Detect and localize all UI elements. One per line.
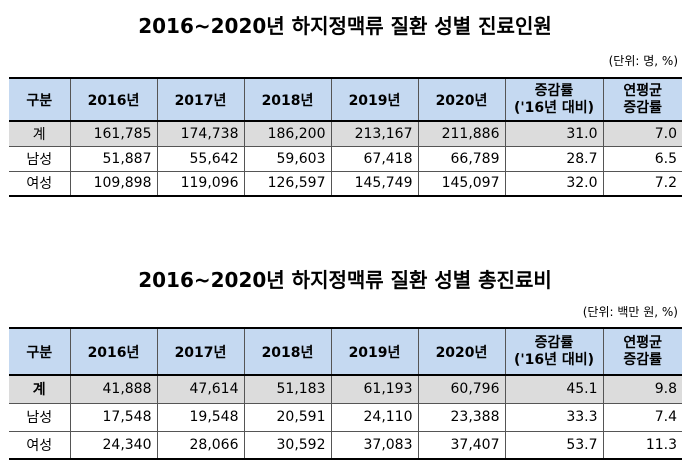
- table-row-female: 여성 109,898 119,096 126,597 145,749 145,0…: [9, 170, 682, 197]
- cell-value: 126,597: [243, 170, 332, 197]
- header-change: 증감률 ('16년 대비): [504, 327, 604, 376]
- header-year: 2016년: [69, 327, 158, 376]
- table-row-male: 남성 17,548 19,548 20,591 24,110 23,388 33…: [9, 402, 682, 432]
- table1-unit: (단위: 명, %): [608, 54, 678, 68]
- cell-value: 51,183: [243, 374, 332, 404]
- cell-value: 213,167: [330, 120, 419, 147]
- cell-value: 67,418: [330, 145, 419, 172]
- cell-change: 53.7: [504, 430, 604, 460]
- table-row-male: 남성 51,887 55,642 59,603 67,418 66,789 28…: [9, 145, 682, 172]
- cell-value: 61,193: [330, 374, 419, 404]
- header-year: 2020년: [417, 327, 506, 376]
- table-row-female: 여성 24,340 28,066 30,592 37,083 37,407 53…: [9, 430, 682, 460]
- cell-cagr: 6.5: [602, 145, 682, 172]
- header-year: 2020년: [417, 77, 506, 122]
- table-header-row: 구분 2016년 2017년 2018년 2019년 2020년 증감률 ('16…: [9, 327, 682, 376]
- header-change-line2: ('16년 대비): [513, 351, 595, 368]
- header-category: 구분: [9, 77, 71, 122]
- header-year: 2016년: [69, 77, 158, 122]
- cell-value: 186,200: [243, 120, 332, 147]
- cell-change: 45.1: [504, 374, 604, 404]
- cell-cagr: 7.4: [602, 402, 682, 432]
- cell-change: 33.3: [504, 402, 604, 432]
- cell-value: 28,066: [156, 430, 245, 460]
- cell-value: 119,096: [156, 170, 245, 197]
- cell-change: 32.0: [504, 170, 604, 197]
- cell-value: 174,738: [156, 120, 245, 147]
- cell-value: 55,642: [156, 145, 245, 172]
- cell-cagr: 7.2: [602, 170, 682, 197]
- header-cagr-line2: 증감률: [623, 351, 663, 368]
- cell-value: 60,796: [417, 374, 506, 404]
- row-label: 여성: [9, 170, 71, 197]
- table-header-row: 구분 2016년 2017년 2018년 2019년 2020년 증감률 ('16…: [9, 77, 682, 122]
- cell-value: 24,340: [69, 430, 158, 460]
- cell-value: 17,548: [69, 402, 158, 432]
- cell-value: 66,789: [417, 145, 506, 172]
- table1-title: 2016~2020년 하지정맥류 질환 성별 진료인원: [138, 14, 552, 38]
- cell-cagr: 11.3: [602, 430, 682, 460]
- cell-value: 23,388: [417, 402, 506, 432]
- header-year: 2018년: [243, 327, 332, 376]
- cell-value: 24,110: [330, 402, 419, 432]
- medical-cost-by-sex-table: 구분 2016년 2017년 2018년 2019년 2020년 증감률 ('16…: [9, 327, 682, 460]
- header-year: 2018년: [243, 77, 332, 122]
- table2-title: 2016~2020년 하지정맥류 질환 성별 총진료비: [138, 268, 552, 292]
- header-category: 구분: [9, 327, 71, 376]
- cell-value: 161,785: [69, 120, 158, 147]
- cell-value: 109,898: [69, 170, 158, 197]
- cell-value: 41,888: [69, 374, 158, 404]
- cell-change: 31.0: [504, 120, 604, 147]
- cell-value: 30,592: [243, 430, 332, 460]
- header-cagr: 연평균 증감률: [602, 327, 682, 376]
- cell-value: 59,603: [243, 145, 332, 172]
- row-label: 여성: [9, 430, 71, 460]
- cell-value: 37,407: [417, 430, 506, 460]
- header-change: 증감률 ('16년 대비): [504, 77, 604, 122]
- header-change-line1: 증감률: [534, 82, 574, 99]
- table2-unit: (단위: 백만 원, %): [582, 305, 678, 319]
- cell-value: 145,749: [330, 170, 419, 197]
- table-row-total: 계 161,785 174,738 186,200 213,167 211,88…: [9, 120, 682, 147]
- cell-value: 211,886: [417, 120, 506, 147]
- cell-value: 47,614: [156, 374, 245, 404]
- row-label: 남성: [9, 402, 71, 432]
- header-cagr-line1: 연평균: [623, 334, 663, 351]
- row-label: 계: [9, 120, 71, 147]
- row-label: 계: [9, 374, 71, 404]
- cell-cagr: 7.0: [602, 120, 682, 147]
- cell-change: 28.7: [504, 145, 604, 172]
- cell-value: 19,548: [156, 402, 245, 432]
- cell-value: 145,097: [417, 170, 506, 197]
- patients-by-sex-table: 구분 2016년 2017년 2018년 2019년 2020년 증감률 ('16…: [9, 77, 682, 197]
- cell-cagr: 9.8: [602, 374, 682, 404]
- header-year: 2017년: [156, 77, 245, 122]
- header-year: 2019년: [330, 77, 419, 122]
- header-change-line1: 증감률: [534, 334, 574, 351]
- cell-value: 51,887: [69, 145, 158, 172]
- header-change-line2: ('16년 대비): [513, 99, 595, 116]
- cell-value: 20,591: [243, 402, 332, 432]
- cell-value: 37,083: [330, 430, 419, 460]
- table-row-total: 계 41,888 47,614 51,183 61,193 60,796 45.…: [9, 374, 682, 404]
- header-cagr: 연평균 증감률: [602, 77, 682, 122]
- header-year: 2017년: [156, 327, 245, 376]
- header-cagr-line1: 연평균: [623, 82, 663, 99]
- header-year: 2019년: [330, 327, 419, 376]
- header-cagr-line2: 증감률: [623, 99, 663, 116]
- row-label: 남성: [9, 145, 71, 172]
